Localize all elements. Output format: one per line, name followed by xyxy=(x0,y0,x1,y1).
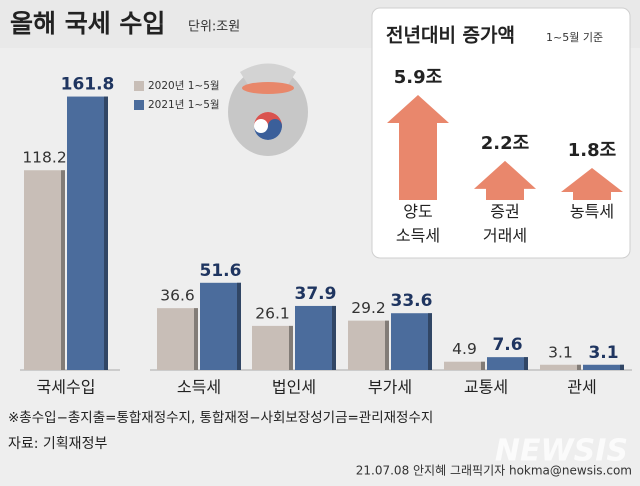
arrow xyxy=(387,94,449,200)
bar xyxy=(24,170,65,370)
value-label: 5.9조 xyxy=(394,67,442,88)
legend-swatch xyxy=(134,81,144,91)
value-label: 1.8조 xyxy=(568,140,616,161)
x-tick-label: 국세수입 xyxy=(37,378,96,397)
x-tick-label: 증권 거래세 xyxy=(482,202,528,245)
value-label: 7.6 xyxy=(492,335,522,355)
x-tick-label: 부가세 xyxy=(368,378,412,397)
value-label: 51.6 xyxy=(200,261,242,281)
source: 자료: 기획재정부 xyxy=(8,436,107,452)
value-label: 3.1 xyxy=(548,343,573,361)
value-label: 3.1 xyxy=(588,343,618,363)
arrow xyxy=(561,167,623,200)
bar-edge xyxy=(332,305,336,370)
legend-label: 2020년 1~5월 xyxy=(148,80,220,92)
x-tick-label: 농특세 xyxy=(569,202,615,221)
arrow xyxy=(474,160,536,200)
x-tick-label: 교통세 xyxy=(464,378,508,397)
unit-label: 단위:조원 xyxy=(188,20,240,35)
bar xyxy=(540,364,581,370)
bar-edge xyxy=(577,364,581,370)
x-tick-label: 법인세 xyxy=(272,378,316,397)
bar xyxy=(391,313,432,370)
bar-edge xyxy=(104,96,108,371)
credit: 21.07.08 안지혜 그래픽기자 hokma@newsis.com xyxy=(356,464,632,478)
bar-edge xyxy=(61,170,65,370)
bar-edge xyxy=(524,357,528,370)
inset-subtitle: 1~5월 기준 xyxy=(546,31,603,44)
x-tick-label: 소득세 xyxy=(177,378,221,397)
value-label: 33.6 xyxy=(391,291,433,311)
bar xyxy=(487,357,528,370)
value-label: 37.9 xyxy=(295,284,337,304)
bar xyxy=(444,361,485,370)
bar xyxy=(583,364,624,370)
bar-edge xyxy=(620,364,624,370)
bar xyxy=(252,325,293,370)
footnote: ※총수입−총지출=통합재정수지, 통합재정−사회보장성기금=관리재정수지 xyxy=(8,410,433,426)
value-label: 118.2 xyxy=(22,149,66,167)
bar xyxy=(295,305,336,370)
legend-swatch xyxy=(134,100,144,110)
chart-title: 올해 국세 수입 xyxy=(10,9,165,38)
money-bag-icon xyxy=(228,63,308,156)
value-label: 2.2조 xyxy=(481,133,529,154)
watermark: NEWSIS xyxy=(495,434,628,469)
value-label: 4.9 xyxy=(452,340,477,358)
bar xyxy=(348,320,389,370)
bar xyxy=(157,308,198,370)
bar-edge xyxy=(194,308,198,370)
x-tick-label: 양도 소득세 xyxy=(395,202,441,245)
legend-label: 2021년 1~5월 xyxy=(148,99,220,111)
x-tick-label: 관세 xyxy=(567,378,596,397)
bar-edge xyxy=(237,282,241,370)
value-label: 161.8 xyxy=(61,75,115,95)
bar-edge xyxy=(385,320,389,370)
bar-edge xyxy=(428,313,432,370)
value-label: 26.1 xyxy=(255,304,290,322)
bar xyxy=(200,282,241,370)
bar-edge xyxy=(289,325,293,370)
bar xyxy=(67,96,108,371)
bar-edge xyxy=(481,361,485,370)
inset-title: 전년대비 증가액 xyxy=(386,25,515,47)
value-label: 29.2 xyxy=(351,299,386,317)
value-label: 36.6 xyxy=(160,287,195,305)
